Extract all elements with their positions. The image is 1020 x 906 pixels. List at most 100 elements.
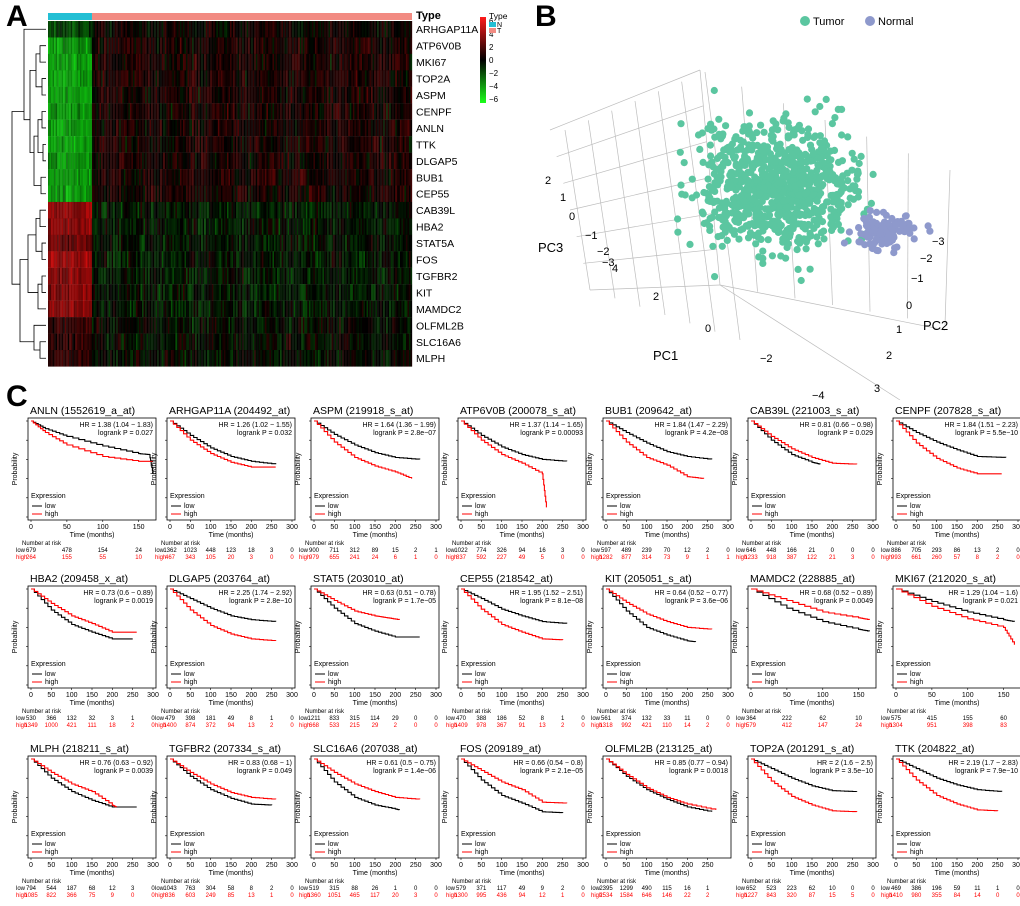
heatmap-cell <box>260 103 262 120</box>
heatmap-cell <box>233 317 235 334</box>
heatmap-cell <box>139 53 141 71</box>
heatmap-cell <box>245 218 247 235</box>
heatmap-cell <box>313 267 316 285</box>
heatmap-cell <box>116 169 118 186</box>
heatmap-cell <box>91 136 94 153</box>
heatmap-cell <box>170 201 173 219</box>
heatmap-cell <box>49 86 52 104</box>
heatmap-cell <box>324 350 326 367</box>
panel-a-label: A <box>6 0 28 33</box>
heatmap-cell <box>401 218 404 235</box>
heatmap-cell <box>242 284 244 301</box>
heatmap-cell <box>93 218 96 235</box>
heatmap-cell <box>408 37 411 55</box>
heatmap-cell <box>79 21 82 38</box>
heatmap-cell <box>79 201 82 219</box>
heatmap-cell <box>337 53 340 71</box>
heatmap-cell <box>372 185 375 203</box>
heatmap-cell <box>179 234 182 252</box>
heatmap-cell <box>96 251 99 268</box>
heatmap-cell <box>248 267 250 285</box>
heatmap-cell <box>334 70 337 87</box>
heatmap-cell <box>284 284 287 301</box>
heatmap-cell <box>342 234 344 252</box>
heatmap-cell <box>67 185 70 203</box>
heatmap-cell <box>284 251 287 268</box>
heatmap-cell <box>321 300 323 318</box>
heatmap-cell <box>333 350 335 367</box>
heatmap-cell <box>299 152 302 170</box>
heatmap-cell <box>76 234 79 252</box>
heatmap-cell <box>225 350 228 367</box>
heatmap-cell <box>60 267 62 285</box>
heatmap-cell <box>231 185 234 203</box>
heatmap-cell <box>387 53 390 71</box>
heatmap-cell <box>123 21 126 38</box>
heatmap-cell <box>216 284 219 301</box>
heatmap-cell <box>296 53 299 71</box>
heatmap-cell <box>299 251 302 268</box>
heatmap-cell <box>167 350 170 367</box>
heatmap-cell <box>132 86 135 104</box>
heatmap-cell <box>278 119 281 137</box>
heatmap-cell <box>139 119 141 137</box>
heatmap-cell <box>54 103 56 120</box>
heatmap-cell <box>228 201 231 219</box>
heatmap-cell <box>204 169 206 186</box>
heatmap-cell <box>263 300 266 318</box>
heatmap-cell <box>205 21 208 38</box>
heatmap-cell <box>233 169 235 186</box>
heatmap-cell <box>93 70 96 87</box>
heatmap-cell <box>231 317 234 334</box>
heatmap-cell <box>146 333 149 351</box>
heatmap-cell <box>158 103 161 120</box>
heatmap-cell <box>369 152 372 170</box>
heatmap-cell <box>135 86 138 104</box>
heatmap-cell <box>336 86 338 104</box>
heatmap-cell <box>155 21 158 38</box>
heatmap-cell <box>393 86 396 104</box>
heatmap-cell <box>387 70 390 87</box>
heatmap-cell <box>319 136 322 153</box>
heatmap-cell <box>208 201 211 219</box>
heatmap-cell <box>167 185 170 203</box>
heatmap-cell <box>311 350 314 367</box>
heatmap-cell <box>149 37 152 55</box>
heatmap-cell <box>139 350 141 367</box>
heatmap-cell <box>349 234 352 252</box>
heatmap-cell <box>390 218 393 235</box>
heatmap-cell <box>181 53 184 71</box>
heatmap-cell <box>179 333 182 351</box>
heatmap-cell <box>55 136 58 153</box>
heatmap-cell <box>237 86 240 104</box>
heatmap-cell <box>369 119 372 137</box>
heatmap-cell <box>199 333 202 351</box>
heatmap-cell <box>222 37 225 55</box>
heatmap-cell <box>193 333 196 351</box>
heatmap-cell <box>325 169 328 186</box>
heatmap-cell <box>283 333 285 351</box>
heatmap-cell <box>314 317 317 334</box>
heatmap-cell <box>105 21 108 38</box>
heatmap-cell <box>231 21 234 38</box>
heatmap-cell <box>295 201 297 219</box>
heatmap-cell <box>269 152 272 170</box>
heatmap-cell <box>111 317 114 334</box>
heatmap-cell <box>243 86 246 104</box>
heatmap-cell <box>101 136 103 153</box>
heatmap-cell <box>137 21 140 38</box>
heatmap-cell <box>305 152 308 170</box>
heatmap-cell <box>401 152 404 170</box>
heatmap-cell <box>76 152 79 170</box>
heatmap-cell <box>368 21 370 38</box>
heatmap-cell <box>357 251 360 268</box>
heatmap-cell <box>372 218 375 235</box>
heatmap-cell <box>117 37 120 55</box>
heatmap-cell <box>143 152 146 170</box>
heatmap-cell <box>186 37 188 55</box>
heatmap-cell <box>186 284 188 301</box>
heatmap-cell <box>302 119 305 137</box>
heatmap-cell <box>211 53 214 71</box>
heatmap-cell <box>216 21 219 38</box>
heatmap-cell <box>137 86 140 104</box>
